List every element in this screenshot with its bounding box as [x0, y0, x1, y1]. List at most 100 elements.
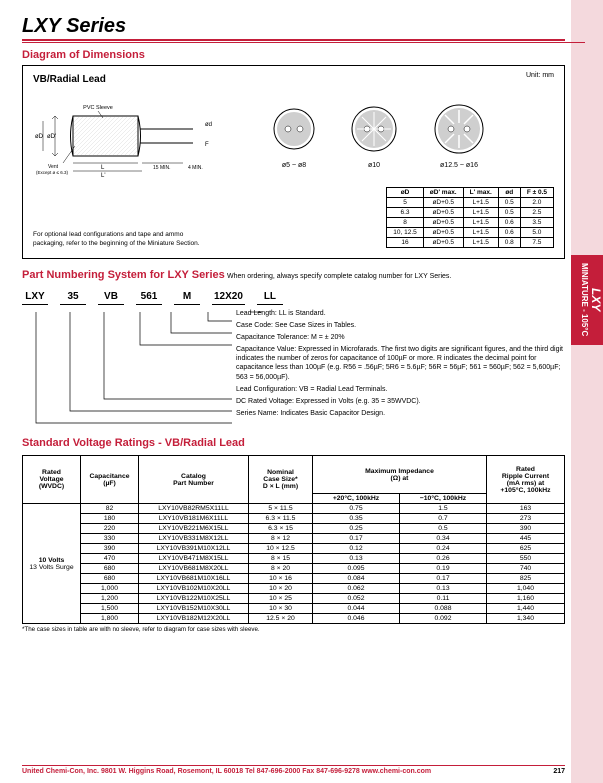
- ratings-td: 445: [487, 534, 565, 544]
- ratings-th-ripple: Rated Ripple Current (mA rms) at +105°C,…: [487, 456, 565, 504]
- ratings-td: 1,040: [487, 584, 565, 594]
- ratings-td: 680: [81, 564, 139, 574]
- ratings-td: 0.088: [400, 604, 487, 614]
- svg-text:ød: ød: [205, 122, 212, 128]
- capacitor-end-diagrams: ø5 ~ ø8 ø10 ø12.5 ~ ø16: [264, 101, 494, 171]
- ratings-td: 0.092: [400, 614, 487, 624]
- dim-td: 5.0: [520, 228, 553, 238]
- diagram-box-title: VB/Radial Lead: [33, 74, 106, 85]
- ratings-td: LXY10VB221M6X15LL: [139, 524, 249, 534]
- ratings-td: 0.17: [313, 534, 400, 544]
- dim-th: øD' max.: [423, 188, 463, 198]
- ratings-td: 825: [487, 574, 565, 584]
- ratings-td: 0.12: [313, 544, 400, 554]
- svg-text:ø12.5 ~ ø16: ø12.5 ~ ø16: [440, 162, 478, 169]
- dim-th: ød: [498, 188, 520, 198]
- ratings-td: 1,500: [81, 604, 139, 614]
- ratings-td: 10 × 25: [249, 594, 313, 604]
- ratings-th-case: Nominal Case Size* D × L (mm): [249, 456, 313, 504]
- ratings-td: 625: [487, 544, 565, 554]
- ratings-td: LXY10VB331M8X12LL: [139, 534, 249, 544]
- ratings-td: 0.044: [313, 604, 400, 614]
- ratings-td: 82: [81, 504, 139, 514]
- ratings-td: LXY10VB122M10X25LL: [139, 594, 249, 604]
- ratings-td: 0.046: [313, 614, 400, 624]
- ratings-td: 273: [487, 514, 565, 524]
- ratings-td: 10 × 30: [249, 604, 313, 614]
- ratings-td: 0.084: [313, 574, 400, 584]
- dim-td: 8: [387, 218, 424, 228]
- svg-text:øD: øD: [35, 134, 44, 140]
- unit-label: Unit: mm: [526, 72, 554, 79]
- pn-cell: VB: [98, 291, 124, 305]
- svg-text:F: F: [205, 142, 209, 148]
- pn-cells-row: LXY35VB561M12X20LL: [22, 291, 565, 305]
- ratings-table: Rated Voltage (WVDC) Capacitance (µF) Ca…: [22, 455, 565, 624]
- svg-text:15 MIN.: 15 MIN.: [153, 165, 171, 171]
- ratings-td: 1,160: [487, 594, 565, 604]
- ratings-td: 1,200: [81, 594, 139, 604]
- dim-td: 16: [387, 238, 424, 248]
- pn-cell: 561: [136, 291, 162, 305]
- ratings-td: LXY10VB82RM5X11LL: [139, 504, 249, 514]
- ratings-td: 0.25: [313, 524, 400, 534]
- ratings-td: 8 × 15: [249, 554, 313, 564]
- ratings-td: LXY10VB471M8X15LL: [139, 554, 249, 564]
- ratings-td: 5 × 11.5: [249, 504, 313, 514]
- ratings-volt-main: 10 Volts: [26, 557, 77, 564]
- dim-td: øD+0.5: [423, 238, 463, 248]
- ratings-td: 6.3 × 15: [249, 524, 313, 534]
- ratings-td: LXY10VB152M10X30LL: [139, 604, 249, 614]
- pn-cell: LL: [257, 291, 283, 305]
- pn-inline-note: When ordering, always specify complete c…: [227, 273, 451, 280]
- side-tab-label: LXY MINIATURE - 105°C: [571, 255, 603, 345]
- section-diagram-header: Diagram of Dimensions: [22, 49, 565, 61]
- svg-text:øD': øD': [47, 134, 56, 140]
- ratings-td: 1,440: [487, 604, 565, 614]
- dim-td: 10, 12.5: [387, 228, 424, 238]
- pn-cell: LXY: [22, 291, 48, 305]
- dim-td: 0.8: [498, 238, 520, 248]
- dim-td: L+1.5: [463, 218, 498, 228]
- pn-connector-lines: [22, 309, 542, 429]
- ratings-td: 0.052: [313, 594, 400, 604]
- ratings-td: 390: [81, 544, 139, 554]
- ratings-td: 1.5: [400, 504, 487, 514]
- ratings-td: 12.5 × 20: [249, 614, 313, 624]
- dim-td: øD+0.5: [423, 208, 463, 218]
- dim-td: L+1.5: [463, 198, 498, 208]
- ratings-td: 10 × 20: [249, 584, 313, 594]
- pn-cell: 35: [60, 291, 86, 305]
- dim-td: L+1.5: [463, 208, 498, 218]
- dim-td: øD+0.5: [423, 218, 463, 228]
- ratings-td: 0.17: [400, 574, 487, 584]
- ratings-td: 0.11: [400, 594, 487, 604]
- diagram-box: VB/Radial Lead Unit: mm PVC Sleeve Vent …: [22, 65, 565, 259]
- svg-text:L': L': [101, 173, 105, 179]
- ratings-th-imp20: +20°C, 100kHz: [313, 494, 400, 504]
- ratings-td: 6.3 × 11.5: [249, 514, 313, 524]
- dim-td: 3.5: [520, 218, 553, 228]
- ratings-td: LXY10VB391M10X12LL: [139, 544, 249, 554]
- pn-cell: M: [174, 291, 200, 305]
- dim-td: L+1.5: [463, 228, 498, 238]
- ratings-footnote: *The case sizes in table are with no sle…: [22, 626, 565, 633]
- dim-td: 2.0: [520, 198, 553, 208]
- footer-text: United Chemi-Con, Inc. 9801 W. Higgins R…: [22, 768, 431, 775]
- dim-td: øD+0.5: [423, 228, 463, 238]
- diagram-note: For optional lead configurations and tap…: [33, 231, 213, 248]
- ratings-th-imp10: −10°C, 100kHz: [400, 494, 487, 504]
- ratings-td: 163: [487, 504, 565, 514]
- dim-td: 7.5: [520, 238, 553, 248]
- ratings-td: 220: [81, 524, 139, 534]
- dim-td: 0.6: [498, 228, 520, 238]
- ratings-td: 0.13: [400, 584, 487, 594]
- ratings-td: 0.13: [313, 554, 400, 564]
- page-number: 217: [553, 768, 565, 775]
- ratings-td: 0.19: [400, 564, 487, 574]
- ratings-td: 8 × 12: [249, 534, 313, 544]
- ratings-th-catalog: Catalog Part Number: [139, 456, 249, 504]
- dim-td: øD+0.5: [423, 198, 463, 208]
- ratings-td: 0.24: [400, 544, 487, 554]
- ratings-td: 180: [81, 514, 139, 524]
